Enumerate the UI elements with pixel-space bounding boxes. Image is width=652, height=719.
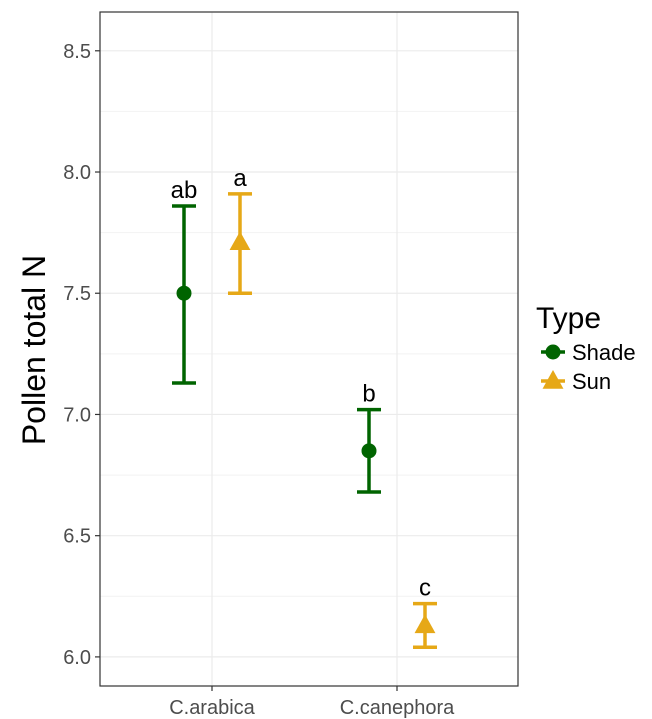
legend-key-marker <box>545 344 561 360</box>
legend-label: Shade <box>572 340 636 365</box>
data-point <box>414 614 436 634</box>
y-tick-label: 6.5 <box>63 526 91 548</box>
legend-item-shade: Shade <box>541 340 636 365</box>
y-tick-label: 6.0 <box>63 647 91 669</box>
legend-key-marker <box>542 370 564 389</box>
y-tick-label: 8.5 <box>63 41 91 63</box>
legend-title: Type <box>536 302 601 335</box>
x-tick-label: C.canephora <box>340 697 455 719</box>
significance-label: c <box>419 575 431 602</box>
data-point <box>176 285 192 301</box>
y-tick-label: 7.5 <box>63 283 91 305</box>
data-point <box>229 231 251 251</box>
legend: Type Shade Sun <box>536 302 636 394</box>
panel-border <box>99 11 519 687</box>
legend-item-sun: Sun <box>541 369 611 394</box>
significance-label: b <box>362 381 375 408</box>
x-tick-label: C.arabica <box>169 697 255 719</box>
significance-label: a <box>233 165 247 192</box>
plot-panel <box>99 11 519 687</box>
y-tick-label: 7.0 <box>63 404 91 426</box>
y-tick-label: 8.0 <box>63 162 91 184</box>
y-axis: 6.0 6.5 7.0 7.5 8.0 8.5 <box>63 41 100 669</box>
legend-label: Sun <box>572 369 611 394</box>
data-point <box>361 443 377 459</box>
significance-label: ab <box>171 177 198 204</box>
series-shade: ab b <box>171 177 381 494</box>
x-axis: C.arabica C.canephora <box>169 686 455 719</box>
y-axis-title: Pollen total N <box>16 255 52 445</box>
series-sun: ac <box>228 165 437 649</box>
